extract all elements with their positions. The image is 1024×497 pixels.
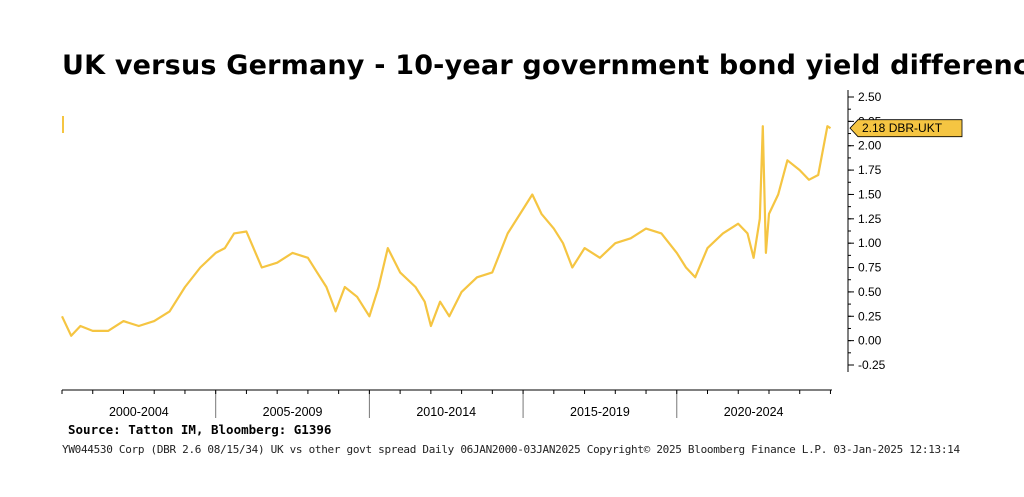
x-category-label: 2015-2019 bbox=[570, 405, 630, 419]
x-axis: 2000-2004 2005-2009 2010-2014 2015-2019 2020… bbox=[61, 389, 832, 419]
y-tick-label: 0.25 bbox=[858, 309, 882, 323]
y-tick-label: 2.50 bbox=[858, 90, 882, 104]
last-value-callout: 2.18 DBR-UKT bbox=[849, 119, 963, 138]
footer-note: YW044530 Corp (DBR 2.6 08/15/34) UK vs o… bbox=[62, 443, 960, 456]
callout-label: 2.18 DBR-UKT bbox=[862, 121, 943, 135]
source-note: Source: Tatton IM, Bloomberg: G1396 bbox=[68, 422, 332, 437]
y-tick-label: 1.75 bbox=[858, 163, 882, 177]
y-tick-label: 0.00 bbox=[858, 334, 882, 348]
callout-box bbox=[849, 119, 963, 138]
y-tick-label: 1.25 bbox=[858, 212, 882, 226]
y-tick-label: 0.50 bbox=[858, 285, 882, 299]
y-tick-label: 1.00 bbox=[858, 236, 882, 250]
x-category-label: 2020-2024 bbox=[724, 405, 784, 419]
x-category-label: 2005-2009 bbox=[263, 405, 323, 419]
y-tick-label: -0.25 bbox=[858, 358, 886, 372]
y-tick-label: 1.50 bbox=[858, 187, 882, 201]
chart-title: UK versus Germany - 10-year government b… bbox=[62, 50, 1024, 81]
series-line-0 bbox=[61, 125, 832, 337]
x-category-label: 2000-2004 bbox=[109, 405, 169, 419]
x-category-label: 2010-2014 bbox=[416, 405, 476, 419]
plot-area bbox=[61, 116, 832, 337]
y-tick-label: 0.75 bbox=[858, 261, 882, 275]
y-tick-label: 2.00 bbox=[858, 139, 882, 153]
